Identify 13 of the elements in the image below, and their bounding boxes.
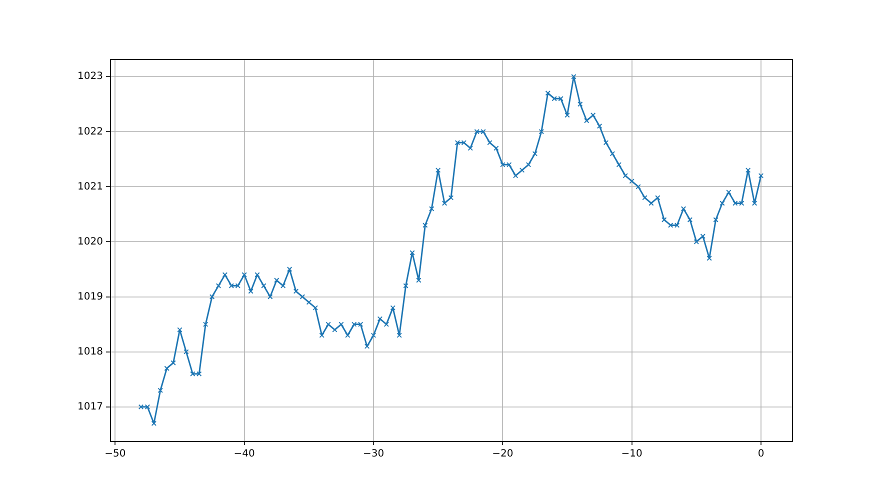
y-tick-label: 1021 [78, 181, 103, 192]
x-tick-label: −10 [621, 448, 642, 460]
y-tick-label: 1020 [78, 236, 103, 248]
x-tick-label: −20 [492, 448, 514, 460]
y-tick-label: 1022 [78, 126, 103, 138]
y-tick-label: 1018 [78, 346, 103, 358]
x-tick-label: −50 [104, 448, 126, 460]
y-tick-label: 1017 [78, 401, 103, 412]
y-tick-label: 1023 [78, 71, 103, 82]
x-tick-label: −40 [234, 448, 255, 460]
x-tick-label: 0 [758, 448, 764, 460]
y-tick-label: 1019 [78, 291, 103, 302]
x-tick-label: −30 [362, 448, 384, 460]
